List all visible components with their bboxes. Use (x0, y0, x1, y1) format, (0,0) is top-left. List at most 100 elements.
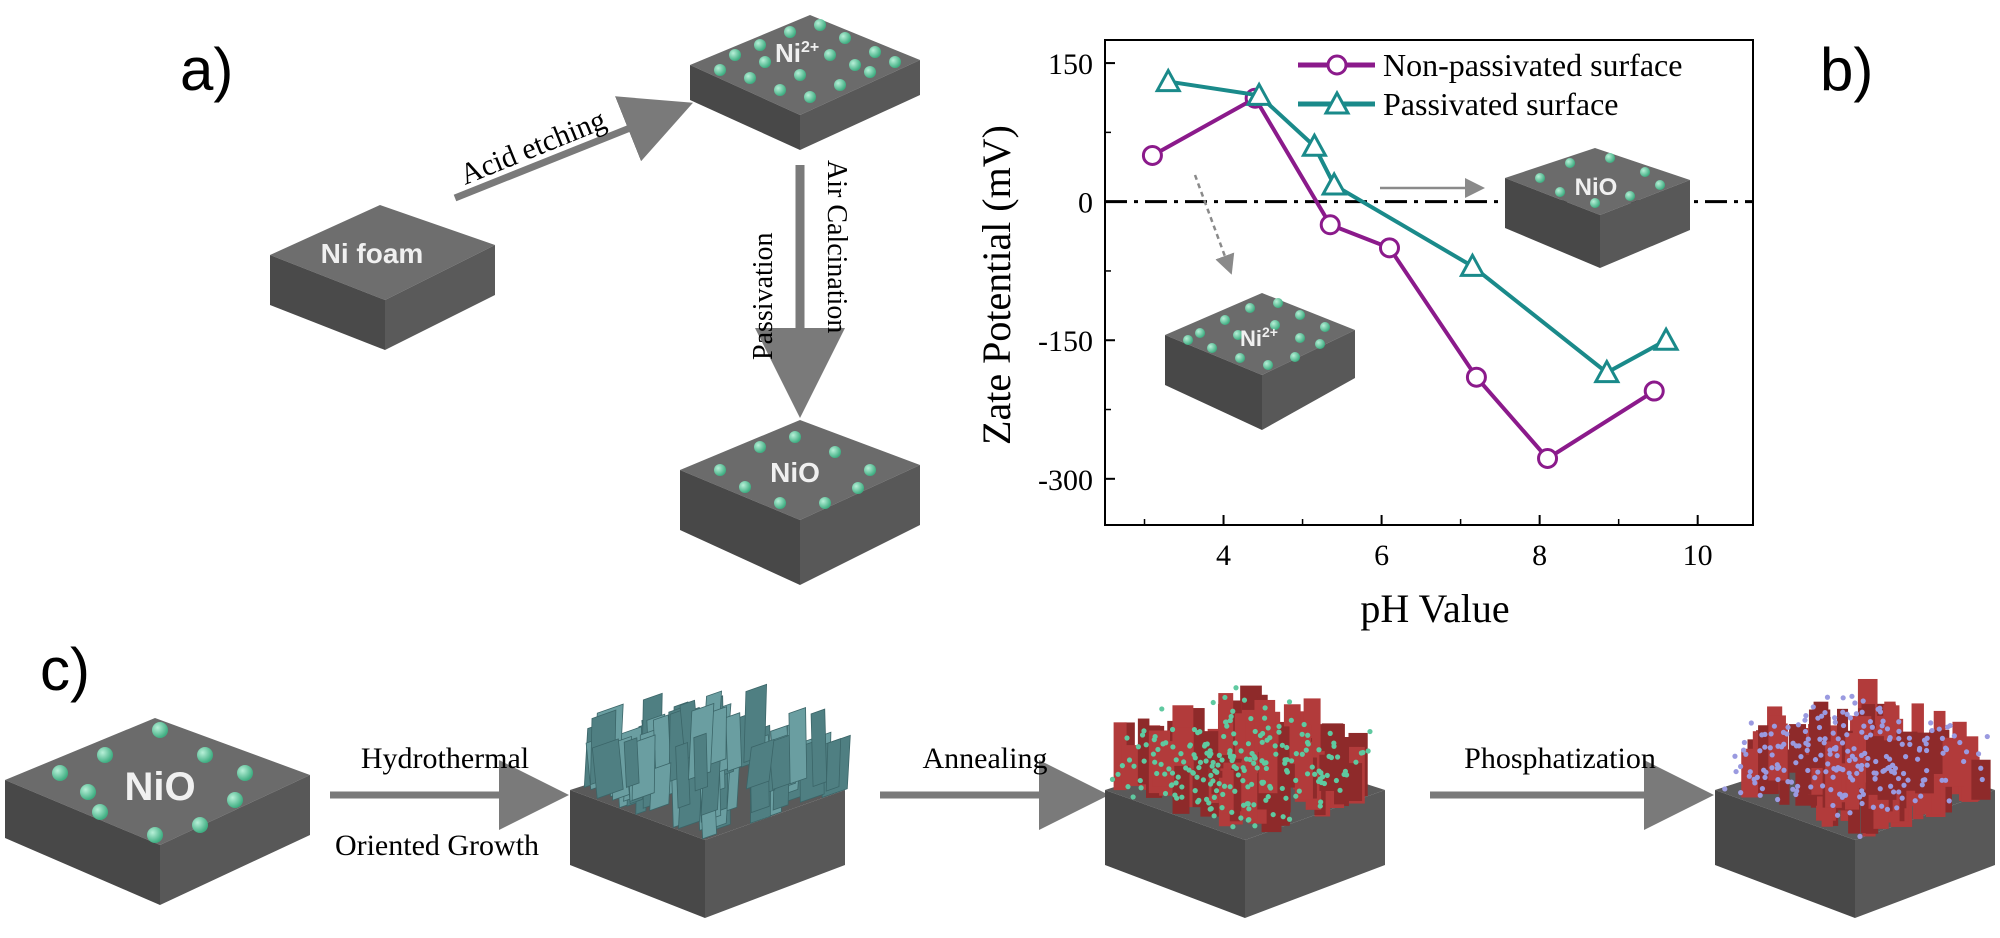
surface-particle (1831, 746, 1837, 752)
surface-particle (1286, 816, 1293, 822)
surface-particle (1246, 806, 1252, 812)
surface-particle (1899, 741, 1905, 747)
surface-particle (1762, 744, 1768, 750)
nanosheet (810, 708, 828, 788)
surface-particle (1353, 759, 1359, 765)
surface-particle (1771, 723, 1778, 729)
surface-particle (1752, 780, 1758, 786)
surface-particle (1270, 811, 1276, 818)
surface-particle (1918, 793, 1924, 799)
y-tick-label: -300 (1038, 464, 1093, 497)
surface-particle (1869, 724, 1875, 730)
surface-particle (1896, 789, 1902, 795)
surface-particle (1169, 770, 1176, 776)
surface-particle (1263, 797, 1269, 803)
surface-particle (1805, 736, 1811, 742)
surface-particle (1333, 777, 1340, 784)
surface-particle (1859, 709, 1865, 715)
surface-particle (1867, 718, 1873, 725)
surface-particle (1257, 732, 1264, 739)
surface-particle (1216, 781, 1222, 787)
ni2-slab: Ni2+ (690, 15, 920, 150)
surface-particle (1221, 783, 1228, 789)
legend-item-non-passivated: Non-passivated surface (1298, 47, 1682, 83)
surface-particle (1259, 780, 1266, 786)
surface-particle (1879, 723, 1885, 729)
surface-particle (1358, 750, 1364, 756)
surface-particle (1877, 786, 1883, 792)
surface-particle (1141, 728, 1147, 734)
surface-particle (1293, 793, 1299, 799)
surface-particle (1812, 775, 1818, 781)
annealed-crystals (1109, 685, 1373, 833)
surface-particle (1293, 751, 1299, 757)
surface-particle (1284, 769, 1291, 775)
surface-particle (1834, 812, 1841, 818)
ni-foam-label: Ni foam (321, 238, 424, 269)
surface-particle (1231, 764, 1237, 770)
surface-particle (1888, 783, 1894, 789)
acid-etching-arrow (453, 96, 693, 202)
surface-particle (1804, 747, 1810, 753)
surface-particle (1917, 745, 1923, 752)
surface-particle (1817, 736, 1823, 742)
surface-particle (1757, 792, 1763, 798)
surface-particle (1232, 740, 1238, 746)
surface-particle (1852, 700, 1858, 706)
surface-particle (1928, 720, 1934, 726)
surface-particle (1315, 778, 1322, 785)
oriented-growth-label: Oriented Growth (335, 829, 539, 862)
surface-particle (1873, 758, 1879, 765)
surface-particle (1279, 742, 1285, 748)
data-point-1 (1652, 326, 1680, 351)
surface-particle (1262, 705, 1268, 711)
surface-particle (1240, 778, 1246, 784)
surface-particle (1286, 699, 1293, 705)
surface-particle (1979, 776, 1985, 783)
nanosheet (591, 738, 624, 799)
surface-particle (1305, 732, 1311, 738)
inset-nio-label: NiO (1575, 174, 1618, 201)
surface-particle (1227, 784, 1233, 790)
inset-ni2-label: Ni2+ (1240, 324, 1278, 351)
surface-particle (1267, 735, 1273, 741)
surface-particle (1854, 770, 1860, 776)
ni-foam-slab: Ni foam (270, 205, 495, 350)
legend: Non-passivated surface Passivated surfac… (1298, 47, 1682, 122)
data-point-1 (1154, 67, 1182, 93)
surface-particle (1919, 782, 1925, 788)
crystal (1173, 727, 1194, 769)
surface-particle (1748, 720, 1754, 726)
surface-particle (1832, 719, 1838, 725)
surface-particle (1170, 744, 1176, 750)
surface-particle (1139, 732, 1146, 738)
surface-particle (1896, 735, 1902, 742)
surface-particle (1844, 732, 1850, 738)
surface-particle (1222, 694, 1228, 701)
surface-particle (1276, 729, 1282, 735)
surface-particle (1252, 728, 1258, 735)
inset-ni2-slab: Ni2+ (1165, 174, 1355, 430)
surface-particle (1299, 731, 1305, 737)
surface-particle (1830, 774, 1836, 780)
crystal (1222, 769, 1234, 814)
surface-particle (1853, 711, 1859, 717)
nanosheets (583, 683, 851, 840)
surface-particle (1936, 726, 1942, 732)
surface-particle (1342, 768, 1349, 774)
ni2-dots (714, 19, 901, 103)
y-ticks: 150 0 -150 -300 (1038, 48, 1115, 497)
surface-particle (1815, 715, 1821, 721)
crystal (1234, 713, 1246, 759)
panel-b: b) 150 0 -150 -300 4 6 8 10 pH Value Zate Pote… (974, 36, 1873, 631)
data-point-1 (1300, 132, 1328, 157)
surface-particle (1191, 752, 1197, 758)
crystal (1799, 754, 1812, 795)
surface-particle (1906, 735, 1913, 741)
surface-particle (1230, 824, 1236, 830)
surface-particle (1241, 697, 1248, 703)
surface-particle (1163, 740, 1169, 746)
legend-item-passivated: Passivated surface (1298, 86, 1618, 122)
surface-particle (1858, 766, 1864, 772)
y-tick-label: 150 (1048, 48, 1093, 81)
